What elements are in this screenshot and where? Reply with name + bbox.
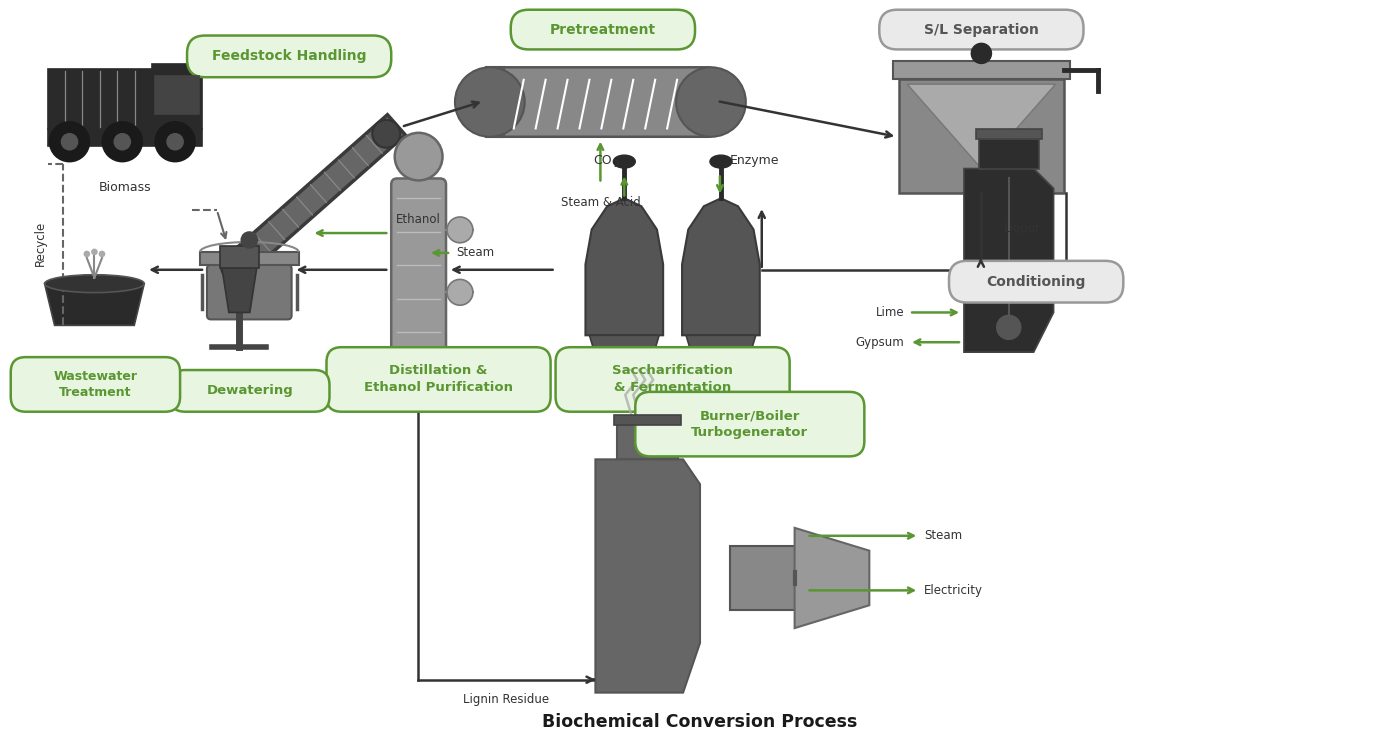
FancyBboxPatch shape (171, 370, 329, 412)
Polygon shape (155, 76, 199, 114)
Polygon shape (617, 424, 678, 459)
Text: Distillation &
Ethanol Purification: Distillation & Ethanol Purification (364, 365, 512, 394)
Text: Biomass: Biomass (98, 182, 151, 194)
Text: Recycle: Recycle (34, 220, 48, 266)
Text: Steam: Steam (924, 530, 962, 542)
Text: Pretreatment: Pretreatment (550, 22, 657, 37)
Polygon shape (48, 69, 153, 128)
Text: Burner/Boiler
Turbogenerator: Burner/Boiler Turbogenerator (692, 409, 808, 439)
Circle shape (155, 122, 195, 161)
Text: Lime: Lime (875, 306, 904, 319)
Bar (976, 128, 1042, 139)
Text: Dewatering: Dewatering (206, 385, 293, 397)
Circle shape (372, 120, 400, 148)
Circle shape (102, 122, 143, 161)
Polygon shape (589, 335, 659, 353)
Polygon shape (223, 267, 256, 312)
Circle shape (972, 43, 991, 63)
Text: S/L Separation: S/L Separation (924, 22, 1039, 37)
FancyBboxPatch shape (556, 347, 790, 412)
FancyBboxPatch shape (207, 265, 291, 320)
Text: Lignin Residue: Lignin Residue (463, 692, 549, 706)
Ellipse shape (710, 155, 732, 168)
Bar (48, 128, 202, 146)
Circle shape (676, 67, 746, 137)
Text: Ethanol: Ethanol (396, 213, 441, 226)
Circle shape (221, 250, 253, 282)
Text: Steam: Steam (456, 247, 494, 259)
Polygon shape (686, 335, 756, 353)
Polygon shape (595, 459, 700, 692)
Bar (220, 246, 259, 267)
Text: Electricity: Electricity (924, 584, 983, 597)
Circle shape (92, 249, 97, 255)
Bar (729, 546, 795, 610)
Ellipse shape (613, 155, 636, 168)
Circle shape (455, 67, 525, 137)
Polygon shape (682, 198, 760, 335)
Circle shape (84, 252, 90, 256)
Circle shape (49, 122, 90, 161)
Bar (615, 415, 680, 424)
FancyBboxPatch shape (949, 261, 1123, 303)
Circle shape (447, 279, 473, 306)
Text: Enzyme: Enzyme (729, 154, 780, 167)
Text: Conditioning: Conditioning (987, 275, 1086, 288)
Text: Gypsum: Gypsum (855, 335, 904, 349)
Text: Liquor: Liquor (1004, 222, 1040, 235)
Circle shape (241, 232, 258, 248)
Text: Saccharification
& Fermentation: Saccharification & Fermentation (612, 365, 734, 394)
Polygon shape (45, 284, 144, 326)
FancyBboxPatch shape (188, 36, 391, 77)
Bar (899, 79, 1064, 193)
Text: CO: CO (594, 154, 612, 167)
Text: 2: 2 (613, 160, 619, 169)
Polygon shape (795, 528, 869, 628)
Text: Biochemical Conversion Process: Biochemical Conversion Process (542, 713, 858, 731)
Circle shape (115, 134, 130, 149)
FancyBboxPatch shape (11, 357, 181, 412)
Polygon shape (979, 139, 1039, 169)
Circle shape (395, 133, 442, 181)
FancyBboxPatch shape (511, 10, 694, 49)
FancyBboxPatch shape (879, 10, 1084, 49)
Text: Feedstock Handling: Feedstock Handling (211, 49, 367, 63)
FancyBboxPatch shape (636, 392, 864, 456)
Polygon shape (153, 64, 202, 74)
Polygon shape (585, 198, 664, 335)
Polygon shape (486, 67, 504, 137)
Ellipse shape (45, 275, 144, 293)
Polygon shape (153, 74, 202, 128)
Text: Steam & Acid: Steam & Acid (560, 196, 640, 209)
Polygon shape (907, 84, 1056, 169)
Circle shape (447, 217, 473, 243)
Bar (200, 252, 298, 265)
Circle shape (997, 315, 1021, 339)
Bar (893, 61, 1070, 79)
Circle shape (167, 134, 183, 149)
FancyBboxPatch shape (486, 67, 715, 137)
Circle shape (99, 252, 105, 256)
FancyBboxPatch shape (391, 179, 447, 362)
Text: Wastewater
Treatment: Wastewater Treatment (53, 370, 137, 399)
Polygon shape (965, 169, 1054, 352)
FancyBboxPatch shape (326, 347, 550, 412)
Circle shape (62, 134, 77, 149)
